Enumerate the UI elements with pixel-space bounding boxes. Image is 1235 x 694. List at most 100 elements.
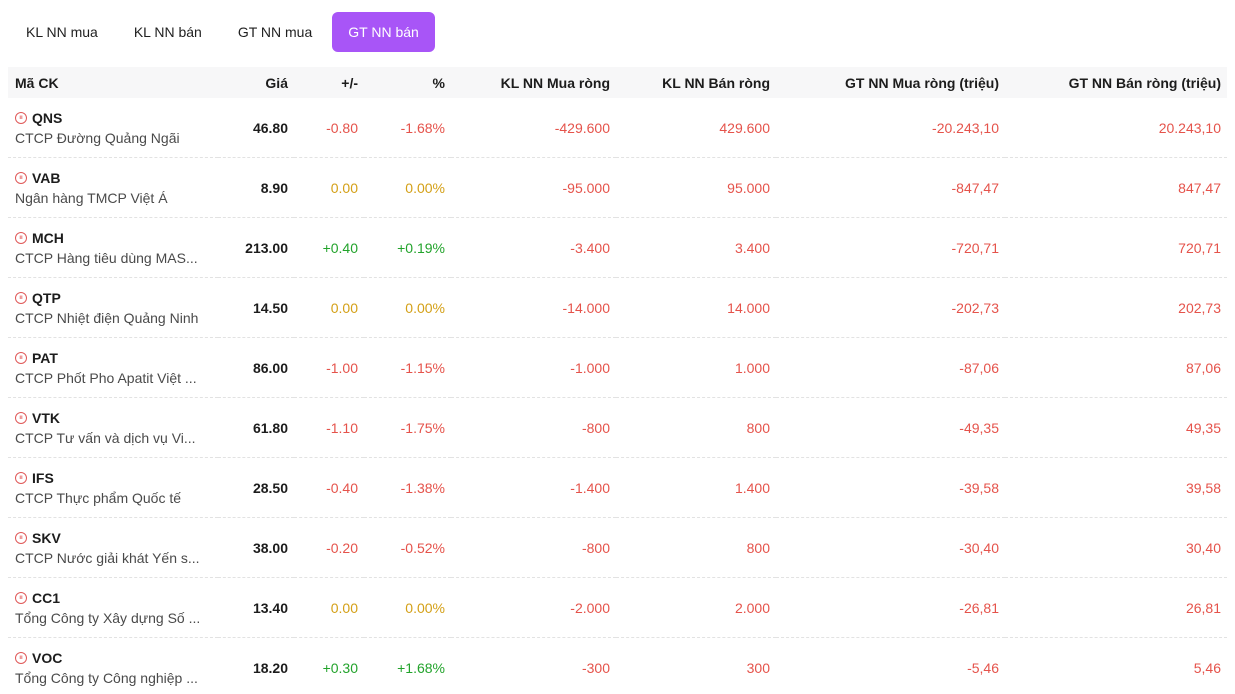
kl-mua-rong-cell: -800 [451,517,616,578]
foreign-trading-table: Mã CK Giá +/- % KL NN Mua ròng KL NN Bán… [8,67,1227,694]
symbol-code[interactable]: VOC [32,649,63,666]
pct-cell: +1.68% [364,637,451,694]
kl-mua-rong-cell: -429.600 [451,98,616,158]
table-row[interactable]: ıı QTP CTCP Nhiệt điện Quảng Ninh 14.50 0.00… [8,277,1227,338]
kl-ban-rong-cell: 429.600 [616,98,776,158]
kl-ban-rong-cell: 14.000 [616,277,776,338]
header-change[interactable]: +/- [341,74,358,91]
tab-bar: KL NN mua KL NN bán GT NN mua GT NN bán [10,12,435,52]
table-row[interactable]: ıı IFS CTCP Thực phẩm Quốc tế 28.50 -0.40 -1.… [8,457,1227,518]
symbol-cell[interactable]: ıı VOC Tổng Công ty Công nghiệp ... [8,637,218,694]
gt-mua-rong-cell: -5,46 [776,637,1005,694]
kl-ban-rong-cell: 1.400 [616,457,776,518]
price-cell: 13.40 [218,577,294,638]
header-ma-ck[interactable]: Mã CK [15,74,59,91]
symbol-line: ıı VAB [15,170,212,186]
table-row[interactable]: ıı VOC Tổng Công ty Công nghiệp ... 18.20 +0… [8,637,1227,694]
table-row[interactable]: ıı SKV CTCP Nước giải khát Yến s... 38.00 -0… [8,517,1227,578]
gt-mua-rong-cell: -847,47 [776,157,1005,218]
pill-icon: ıı [15,231,27,244]
header-pct[interactable]: % [432,74,445,91]
table-row[interactable]: ıı QNS CTCP Đường Quảng Ngãi 46.80 -0.80 -1.6… [8,98,1227,158]
gt-ban-rong-cell: 49,35 [1005,397,1227,458]
gt-ban-rong-cell: 20.243,10 [1005,98,1227,158]
table-row[interactable]: ıı PAT CTCP Phốt Pho Apatit Việt ... 86.00 -… [8,337,1227,398]
kl-mua-rong-cell: -14.000 [451,277,616,338]
table-row[interactable]: ıı VAB Ngân hàng TMCP Việt Á 8.90 0.00 0.00% -… [8,157,1227,218]
symbol-cell[interactable]: ıı SKV CTCP Nước giải khát Yến s... [8,517,218,578]
company-name: CTCP Nước giải khát Yến s... [15,549,200,566]
symbol-cell[interactable]: ıı IFS CTCP Thực phẩm Quốc tế [8,457,218,518]
table-row[interactable]: ıı CC1 Tổng Công ty Xây dựng Số ... 13.40 0.… [8,577,1227,638]
kl-ban-rong-cell: 95.000 [616,157,776,218]
header-kl-mua-rong[interactable]: KL NN Mua ròng [500,74,610,91]
company-name: Tổng Công ty Công nghiệp ... [15,669,198,686]
price-cell: 18.20 [218,637,294,694]
pill-icon: ıı [15,291,27,304]
pct-cell: -0.52% [364,517,451,578]
symbol-cell[interactable]: ıı QTP CTCP Nhiệt điện Quảng Ninh [8,277,218,338]
symbol-cell[interactable]: ıı QNS CTCP Đường Quảng Ngãi [8,98,218,158]
kl-ban-rong-cell: 2.000 [616,577,776,638]
company-name: CTCP Tư vấn và dịch vụ Vi... [15,429,196,446]
pct-cell: 0.00% [364,157,451,218]
gt-ban-rong-cell: 30,40 [1005,517,1227,578]
pill-icon: ıı [15,471,27,484]
price-cell: 86.00 [218,337,294,398]
price-cell: 8.90 [218,157,294,218]
symbol-line: ıı IFS [15,470,212,486]
tab-kl-nn-mua[interactable]: KL NN mua [26,24,98,40]
symbol-cell[interactable]: ıı VAB Ngân hàng TMCP Việt Á [8,157,218,218]
symbol-cell[interactable]: ıı PAT CTCP Phốt Pho Apatit Việt ... [8,337,218,398]
pct-cell: 0.00% [364,277,451,338]
kl-ban-rong-cell: 800 [616,517,776,578]
header-kl-ban-rong[interactable]: KL NN Bán ròng [662,74,770,91]
price-cell: 46.80 [218,98,294,158]
tab-gt-nn-ban[interactable]: GT NN bán [332,12,435,52]
symbol-line: ıı QNS [15,110,212,126]
symbol-code[interactable]: QNS [32,109,63,126]
gt-ban-rong-cell: 87,06 [1005,337,1227,398]
tab-gt-nn-mua[interactable]: GT NN mua [237,24,313,40]
kl-mua-rong-cell: -300 [451,637,616,694]
change-cell: -0.20 [294,517,364,578]
company-name: CTCP Hàng tiêu dùng MAS... [15,249,198,266]
change-cell: -1.10 [294,397,364,458]
gt-mua-rong-cell: -87,06 [776,337,1005,398]
gt-mua-rong-cell: -20.243,10 [776,98,1005,158]
change-cell: 0.00 [294,157,364,218]
table-row[interactable]: ıı MCH CTCP Hàng tiêu dùng MAS... 213.00 +0.… [8,217,1227,278]
symbol-cell[interactable]: ıı VTK CTCP Tư vấn và dịch vụ Vi... [8,397,218,458]
symbol-code[interactable]: QTP [32,289,61,306]
tab-kl-nn-ban[interactable]: KL NN bán [133,24,202,40]
price-cell: 38.00 [218,517,294,578]
symbol-code[interactable]: PAT [32,349,58,366]
kl-mua-rong-cell: -3.400 [451,217,616,278]
symbol-line: ıı QTP [15,290,212,306]
symbol-code[interactable]: IFS [32,469,54,486]
change-cell: +0.40 [294,217,364,278]
gt-mua-rong-cell: -202,73 [776,277,1005,338]
kl-ban-rong-cell: 3.400 [616,217,776,278]
gt-mua-rong-cell: -720,71 [776,217,1005,278]
pill-icon: ıı [15,591,27,604]
company-name: Tổng Công ty Xây dựng Số ... [15,609,201,626]
pill-icon: ıı [15,531,27,544]
symbol-code[interactable]: SKV [32,529,61,546]
symbol-code[interactable]: MCH [32,229,64,246]
pct-cell: -1.75% [364,397,451,458]
symbol-code[interactable]: CC1 [32,589,61,606]
company-name: CTCP Thực phẩm Quốc tế [15,489,182,506]
symbol-code[interactable]: VTK [32,409,60,426]
header-gia[interactable]: Giá [265,74,288,91]
pct-cell: -1.68% [364,98,451,158]
symbol-cell[interactable]: ıı MCH CTCP Hàng tiêu dùng MAS... [8,217,218,278]
header-gt-ban-rong[interactable]: GT NN Bán ròng (triệu) [1068,74,1221,91]
table-row[interactable]: ıı VTK CTCP Tư vấn và dịch vụ Vi... 61.80 -1… [8,397,1227,458]
symbol-cell[interactable]: ıı CC1 Tổng Công ty Xây dựng Số ... [8,577,218,638]
symbol-code[interactable]: VAB [32,169,61,186]
kl-mua-rong-cell: -800 [451,397,616,458]
pct-cell: +0.19% [364,217,451,278]
pct-cell: 0.00% [364,577,451,638]
header-gt-mua-rong[interactable]: GT NN Mua ròng (triệu) [845,74,999,91]
